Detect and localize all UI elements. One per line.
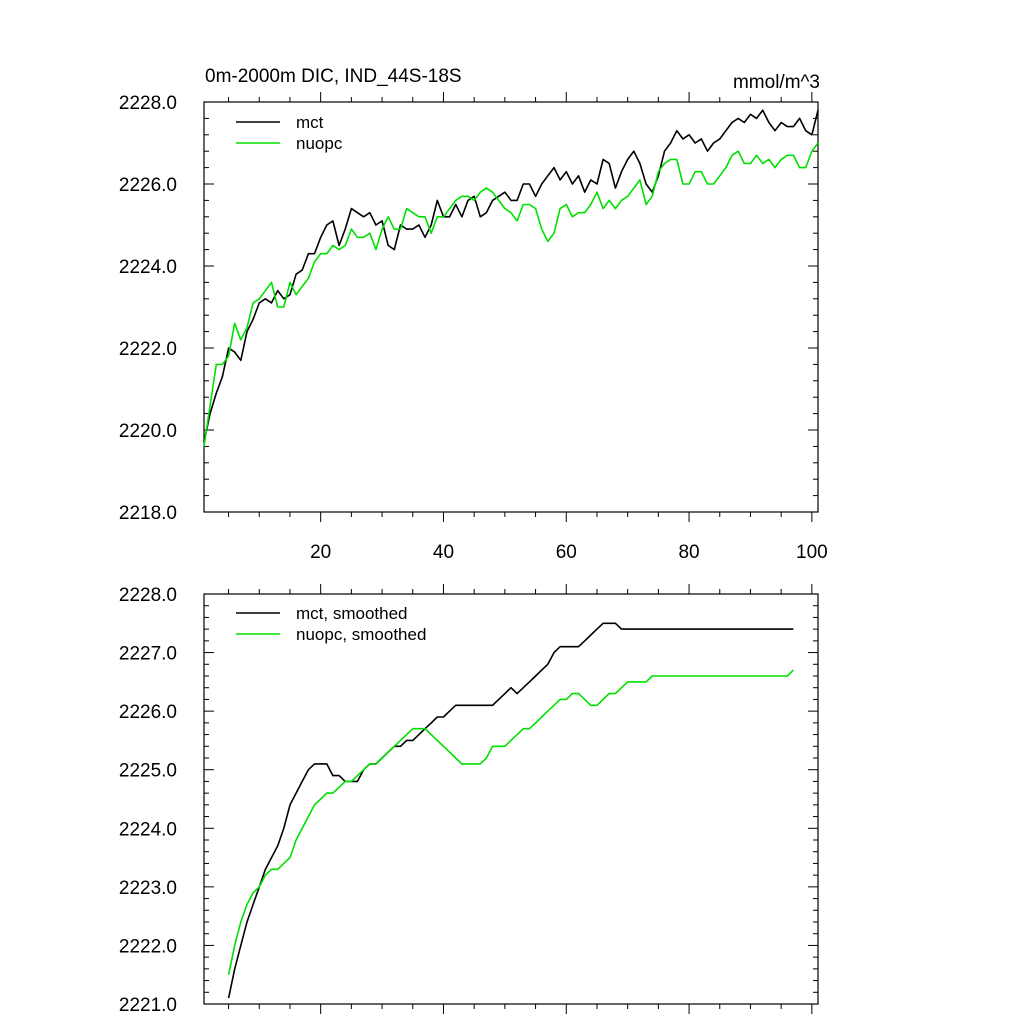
series-line-nuopc-smoothed <box>227 669 794 975</box>
y-tick-label: 2224.0 <box>119 257 177 278</box>
x-tick-label: 80 <box>678 542 699 563</box>
series-line-mct <box>203 109 819 443</box>
legend-top: mct nuopc <box>236 113 343 153</box>
legend-bottom: mct, smoothed nuopc, smoothed <box>236 604 426 644</box>
y-tick-label: 2224.0 <box>119 819 177 840</box>
y-tick-label: 2223.0 <box>119 878 177 899</box>
y-tick-label: 2220.0 <box>119 421 177 442</box>
x-tick-label: 100 <box>796 542 828 563</box>
series-lines-bottom <box>227 622 794 999</box>
chart-panel-bottom: 2221.0 2222.0 2223.0 2224.0 2225.0 2226.0 2227… <box>119 584 819 1016</box>
y-tick-label: 2218.0 <box>119 503 177 524</box>
x-tick-label: 60 <box>556 542 577 563</box>
x-tick-label: 20 <box>310 542 331 563</box>
legend-label-mct-smoothed: mct, smoothed <box>296 604 408 623</box>
legend-label-mct: mct <box>296 113 324 132</box>
plot-frame-bottom <box>203 593 819 1005</box>
units-label: mmol/m^3 <box>733 72 820 93</box>
y-tick-label: 2228.0 <box>119 585 177 606</box>
y-tick-label: 2226.0 <box>119 702 177 723</box>
y-tick-label: 2227.0 <box>119 644 177 665</box>
y-tick-label: 2222.0 <box>119 936 177 957</box>
y-tick-label: 2222.0 <box>119 339 177 360</box>
chart-panel-top: 0m-2000m DIC, IND_44S-18S mmol/m^3 2218.… <box>119 66 828 563</box>
axis-ticks-top: 2218.0 2220.0 2222.0 2224.0 2226.0 2228.0 20 40… <box>119 92 828 563</box>
series-lines-top <box>203 109 819 447</box>
legend-label-nuopc-smoothed: nuopc, smoothed <box>296 625 426 644</box>
y-tick-label: 2226.0 <box>119 175 177 196</box>
x-tick-label: 40 <box>433 542 454 563</box>
legend-label-nuopc: nuopc <box>296 134 343 153</box>
series-line-nuopc <box>203 142 819 447</box>
plot-frame-top <box>203 101 819 513</box>
chart-title: 0m-2000m DIC, IND_44S-18S <box>205 66 462 87</box>
series-line-mct-smoothed <box>227 622 794 999</box>
y-tick-label: 2228.0 <box>119 93 177 114</box>
y-tick-label: 2221.0 <box>119 995 177 1016</box>
y-tick-label: 2225.0 <box>119 761 177 782</box>
axis-ticks-bottom: 2221.0 2222.0 2223.0 2224.0 2225.0 2226.0 2227… <box>119 584 818 1016</box>
